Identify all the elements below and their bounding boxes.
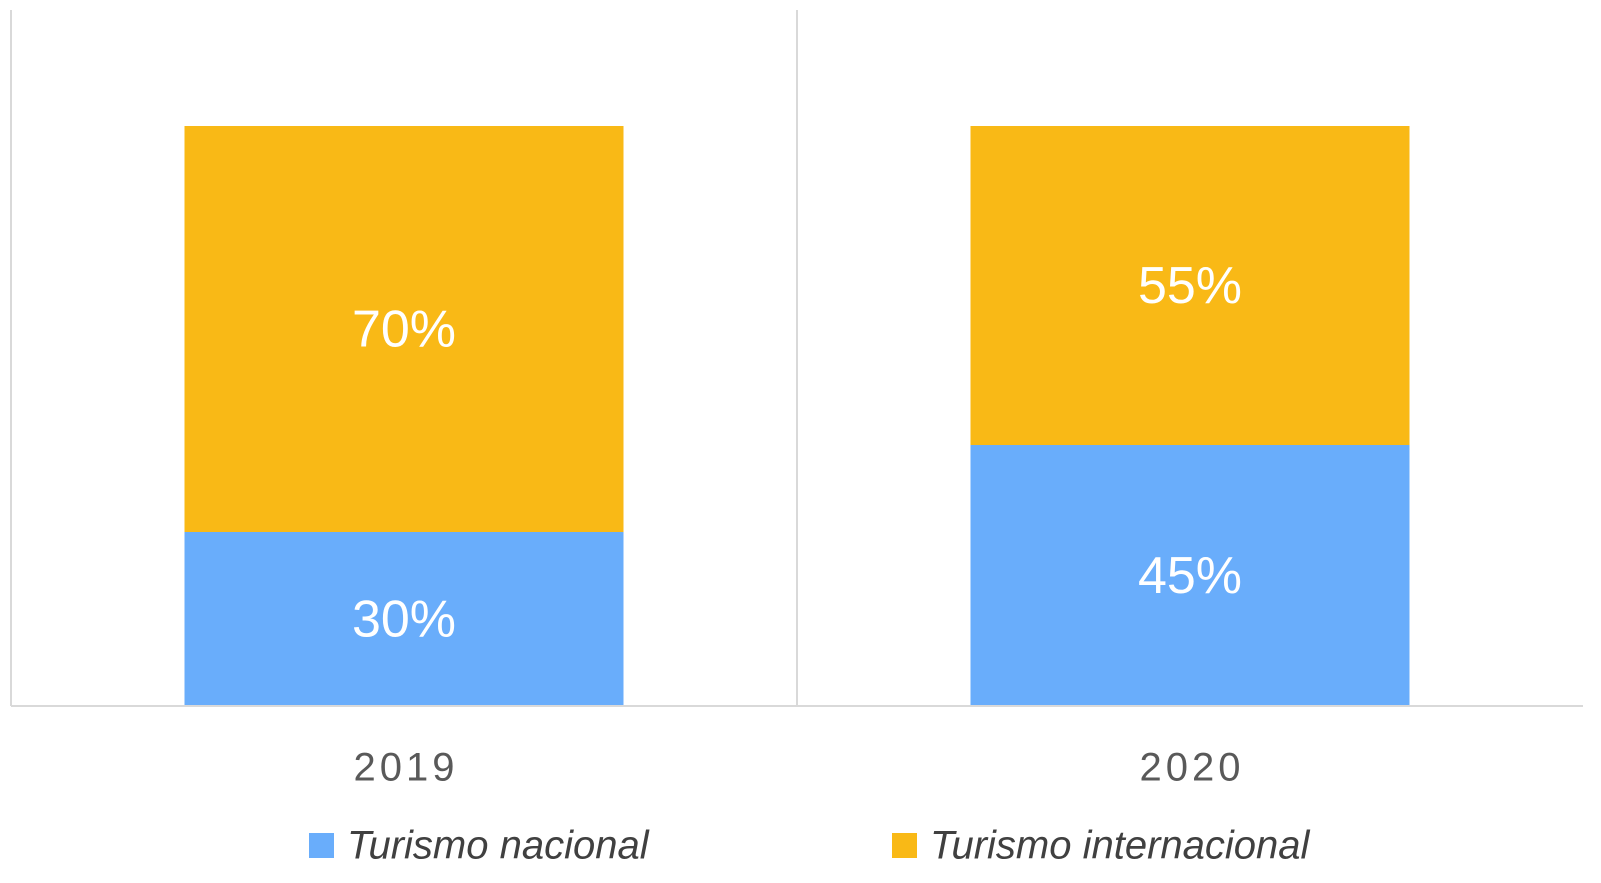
legend-swatch: [309, 833, 334, 858]
legend-label: Turismo nacional: [347, 824, 650, 868]
x-tick-label: 2020: [1140, 746, 1245, 790]
legend-label: Turismo internacional: [930, 824, 1311, 868]
bar-segment: [970, 445, 1410, 706]
x-tick-label: 2019: [354, 746, 459, 790]
bar-segment: [970, 126, 1410, 445]
data-label: 55%: [1138, 257, 1242, 315]
data-label: 45%: [1138, 547, 1242, 605]
legend-swatch: [892, 833, 917, 858]
bar-segment: [184, 126, 624, 532]
data-label: 30%: [352, 591, 456, 649]
bar-segment: [184, 532, 624, 706]
data-label: 70%: [352, 301, 456, 359]
